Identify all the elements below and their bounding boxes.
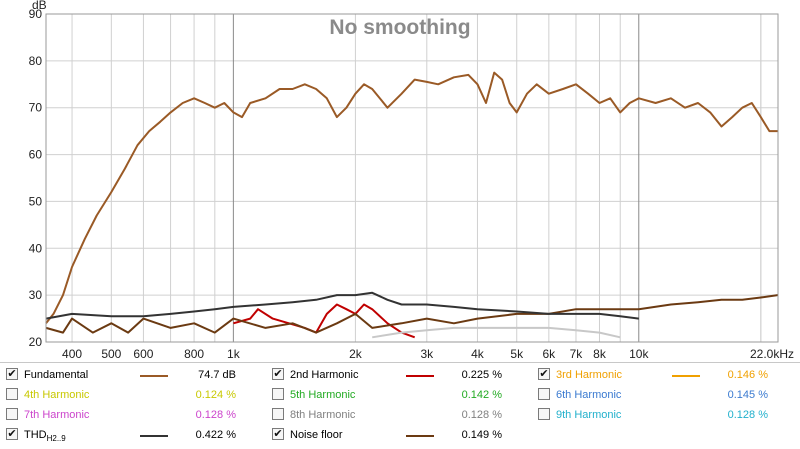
legend-label: 5th Harmonic	[290, 389, 356, 401]
series-line-noise-floor	[45, 294, 778, 334]
legend-item-fundamental: ✔ Fundamental 74.7 dB	[0, 365, 266, 385]
legend-checkbox-fundamental[interactable]: ✔	[6, 367, 18, 380]
y-tick-label: 50	[29, 194, 43, 208]
legend-label: 2nd Harmonic	[290, 369, 359, 381]
y-axis-unit-label: dB	[32, 0, 47, 12]
legend-item-thd: ✔ THDH2..9 0.422 %	[0, 425, 266, 445]
x-tick-label: 4k	[471, 347, 485, 361]
legend-item-3rd-harmonic: ✔ 3rd Harmonic 0.146 %	[532, 365, 798, 385]
chart-series	[45, 71, 778, 339]
plot-background	[46, 14, 778, 342]
legend-label: 6th Harmonic	[556, 389, 622, 401]
series-line-8th-harmonic	[372, 326, 621, 339]
legend-item-2nd-harmonic: ✔ 2nd Harmonic 0.225 %	[266, 365, 532, 385]
y-tick-label: 90	[29, 7, 43, 21]
legend-item-9th-harmonic: 9th Harmonic 0.128 %	[532, 405, 798, 425]
legend-item-5th-harmonic: 5th Harmonic 0.142 %	[266, 385, 532, 405]
legend-label: Fundamental	[24, 369, 89, 381]
legend-value: 0.142 %	[461, 389, 502, 401]
legend-value: 0.145 %	[727, 389, 768, 401]
series-line-2nd-harmonic	[233, 303, 416, 339]
series-line-thd	[45, 291, 639, 320]
legend-swatch	[140, 435, 168, 437]
legend-value: 74.7 dB	[198, 369, 236, 381]
legend-value: 0.128 %	[727, 409, 768, 421]
legend-item-6th-harmonic: 6th Harmonic 0.145 %	[532, 385, 798, 405]
legend-label: 7th Harmonic	[24, 409, 90, 421]
legend-swatch	[140, 375, 168, 377]
legend-value: 0.422 %	[195, 429, 236, 441]
legend-item-noise-floor: ✔ Noise floor 0.149 %	[266, 425, 532, 445]
plot-frame	[45, 13, 779, 343]
x-tick-label: 5k	[510, 347, 524, 361]
y-tick-label: 80	[29, 54, 43, 68]
legend-label: 4th Harmonic	[24, 389, 90, 401]
series-line-fundamental	[45, 71, 778, 324]
x-tick-label: 10k	[629, 347, 649, 361]
x-tick-label: 600	[133, 347, 153, 361]
x-tick-label: 500	[101, 347, 121, 361]
legend-label: THDH2..9	[24, 429, 66, 444]
legend-item-7th-harmonic: 7th Harmonic 0.128 %	[0, 405, 266, 425]
legend-value: 0.146 %	[727, 369, 768, 381]
x-tick-label: 8k	[593, 347, 607, 361]
legend-label: 3rd Harmonic	[556, 369, 623, 381]
y-axis-ticks: 20 30 40 50 60 70 80 90	[29, 7, 43, 349]
x-tick-label: 1k	[227, 347, 241, 361]
legend-value: 0.128 %	[195, 409, 236, 421]
legend-label: 8th Harmonic	[290, 409, 356, 421]
x-tick-label: 6k	[542, 347, 556, 361]
x-tick-label: 3k	[420, 347, 434, 361]
legend-checkbox-noise-floor[interactable]: ✔	[272, 427, 284, 440]
legend-item-8th-harmonic: 8th Harmonic 0.128 %	[266, 405, 532, 425]
legend-value: 0.149 %	[461, 429, 502, 441]
legend-checkbox-thd[interactable]: ✔	[6, 427, 18, 440]
y-tick-label: 70	[29, 101, 43, 115]
frequency-response-chart: No smoothing dB 400 500 600 800 1k 2k 3k 4k 5k 6k…	[29, 0, 794, 361]
legend-checkbox-5th-harmonic[interactable]	[272, 388, 284, 400]
chart-title: No smoothing	[329, 16, 470, 39]
x-tick-label: 7k	[570, 347, 584, 361]
legend-checkbox-2nd-harmonic[interactable]: ✔	[272, 367, 284, 380]
x-tick-label: 400	[62, 347, 82, 361]
legend-checkbox-6th-harmonic[interactable]	[538, 388, 550, 400]
legend-checkbox-7th-harmonic[interactable]	[6, 408, 18, 420]
legend-value: 0.124 %	[195, 389, 236, 401]
legend-label: Noise floor	[290, 429, 343, 441]
legend-checkbox-8th-harmonic[interactable]	[272, 408, 284, 420]
legend-item-4th-harmonic: 4th Harmonic 0.124 %	[0, 385, 266, 405]
legend-panel: ✔ Fundamental 74.7 dB ✔ 2nd Harmonic 0.225 % ✔…	[0, 362, 800, 449]
legend-label: 9th Harmonic	[556, 409, 622, 421]
y-tick-label: 60	[29, 148, 43, 162]
legend-value: 0.128 %	[461, 409, 502, 421]
y-tick-label: 30	[29, 288, 43, 302]
legend-checkbox-3rd-harmonic[interactable]: ✔	[538, 367, 550, 380]
legend-value: 0.225 %	[461, 369, 502, 381]
legend-swatch	[672, 375, 700, 377]
legend-checkbox-4th-harmonic[interactable]	[6, 388, 18, 400]
y-tick-label: 20	[29, 335, 43, 349]
chart-grid	[46, 13, 778, 343]
x-tick-label: 22.0kHz	[750, 347, 794, 361]
legend-swatch	[406, 435, 434, 437]
x-tick-label: 800	[184, 347, 204, 361]
legend-label-subscript: H2..9	[46, 434, 66, 444]
legend-swatch	[406, 375, 434, 377]
legend-checkbox-9th-harmonic[interactable]	[538, 408, 550, 420]
y-tick-label: 40	[29, 241, 43, 255]
x-axis-ticks: 400 500 600 800 1k 2k 3k 4k 5k 6k 7k 8k 10k 22.0kHz	[62, 347, 794, 361]
x-tick-label: 2k	[349, 347, 363, 361]
